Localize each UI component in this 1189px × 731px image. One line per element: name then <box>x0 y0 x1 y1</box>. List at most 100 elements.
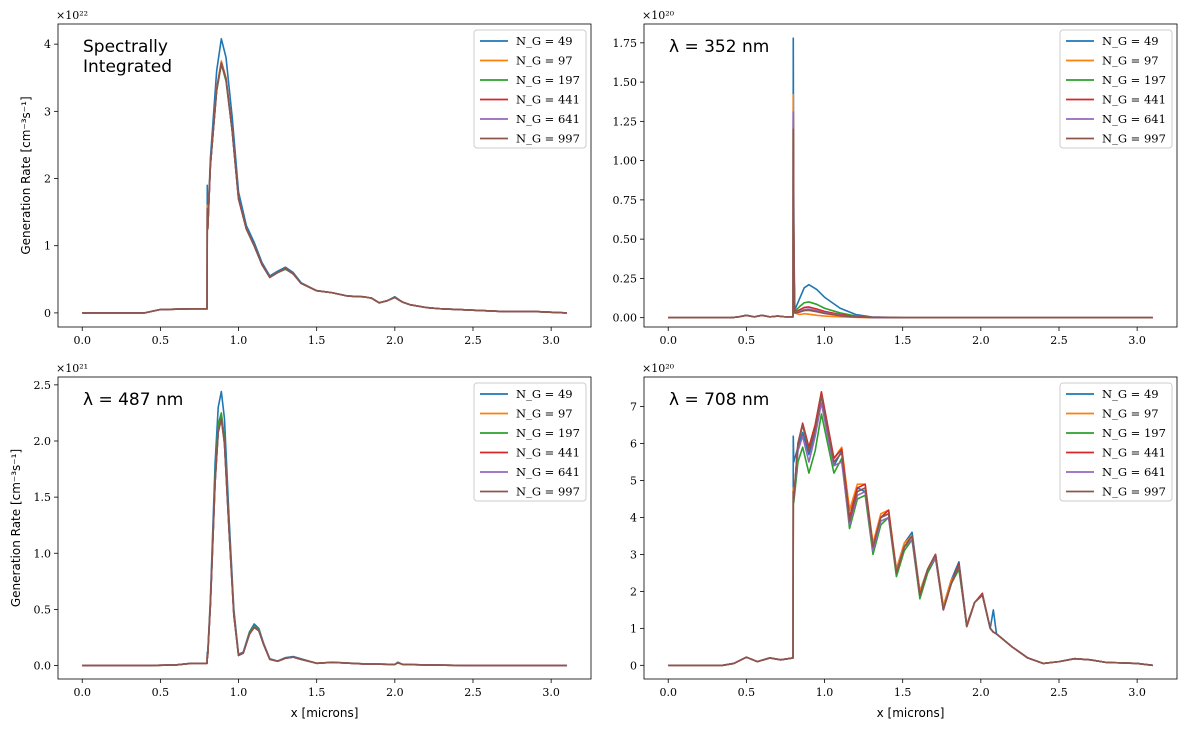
y-tick-label: 2.0 <box>34 435 52 448</box>
legend-label: N_G = 997 <box>1102 132 1166 146</box>
x-axis-label: x [microns] <box>291 706 359 720</box>
x-tick-label: 0.5 <box>152 686 170 699</box>
legend-label: N_G = 997 <box>1102 485 1166 499</box>
legend-label: N_G = 641 <box>1102 465 1166 479</box>
series-line-997 <box>668 394 1153 667</box>
panel-annotation: Integrated <box>83 57 172 77</box>
legend-label: N_G = 641 <box>516 465 580 479</box>
legend-label: N_G = 197 <box>1102 73 1166 87</box>
x-axis-label: x [microns] <box>877 706 945 720</box>
x-tick-label: 0.5 <box>738 334 756 347</box>
y-tick-label: 7 <box>630 401 637 414</box>
y-tick-label: 0 <box>630 659 637 672</box>
y-tick-label: 1 <box>630 622 637 635</box>
legend-label: N_G = 197 <box>516 426 580 440</box>
y-tick-label: 6 <box>630 438 637 451</box>
y-tick-label: 1.75 <box>613 37 638 50</box>
x-tick-label: 2.0 <box>386 686 404 699</box>
y-tick-label: 1.25 <box>613 115 638 128</box>
series-line-997 <box>668 128 1153 319</box>
y-tick-label: 2 <box>44 173 51 186</box>
legend-label: N_G = 441 <box>516 446 580 460</box>
axes-frame <box>57 23 592 328</box>
x-tick-label: 1.5 <box>308 334 326 347</box>
x-tick-label: 3.0 <box>542 686 560 699</box>
panel-annotation: λ = 708 nm <box>669 390 769 410</box>
x-tick-label: 2.0 <box>972 686 990 699</box>
y-tick-label: 0.25 <box>613 272 638 285</box>
panel-1: 0.0 0.5 1.0 1.5 2.0 2.5 3.0 0 1 2 3 4 ×10²² Spectrall… <box>19 9 592 347</box>
y-tick-label: 5 <box>630 475 637 488</box>
legend-label: N_G = 641 <box>1102 112 1166 126</box>
panel-4: 0.0 0.5 1.0 1.5 2.0 2.5 3.0 0 1 2 3 4 5 6 7 ×10²⁰ λ = 70… <box>630 362 1178 720</box>
x-tick-label: 0.5 <box>738 686 756 699</box>
x-tick-label: 2.0 <box>972 334 990 347</box>
y-tick-label: 1.00 <box>613 155 638 168</box>
x-tick-label: 0.0 <box>73 334 91 347</box>
x-tick-label: 2.5 <box>1050 334 1068 347</box>
panel-annotation: λ = 352 nm <box>669 37 769 57</box>
x-tick-label: 0.0 <box>659 334 677 347</box>
axes-frame <box>57 376 592 680</box>
y-tick-label: 3 <box>44 105 51 118</box>
legend-label: N_G = 49 <box>1102 34 1159 48</box>
x-tick-label: 1.0 <box>816 334 834 347</box>
axes-frame <box>643 376 1178 680</box>
panel-3: 0.0 0.5 1.0 1.5 2.0 2.5 3.0 0.0 0.5 1.0 1.5 2.0 2.5 ×… <box>9 362 592 720</box>
series-line-197 <box>668 120 1153 319</box>
y-tick-label: 0.5 <box>34 603 52 616</box>
legend-label: N_G = 441 <box>1102 446 1166 460</box>
y-tick-label: 2 <box>630 585 637 598</box>
legend-label: N_G = 49 <box>516 387 573 401</box>
x-tick-label: 1.5 <box>894 686 912 699</box>
x-tick-label: 3.0 <box>542 334 560 347</box>
x-tick-label: 2.5 <box>464 334 482 347</box>
y-tick-label: 0.75 <box>613 194 638 207</box>
x-tick-label: 0.0 <box>659 686 677 699</box>
y-axis-label: Generation Rate [cm⁻³s⁻¹] <box>19 96 33 254</box>
legend-label: N_G = 49 <box>1102 387 1159 401</box>
axis-multiplier: ×10²² <box>56 9 88 22</box>
legend-label: N_G = 97 <box>516 54 573 68</box>
x-tick-label: 1.0 <box>230 686 248 699</box>
y-tick-label: 0.00 <box>613 312 638 325</box>
x-tick-label: 2.5 <box>464 686 482 699</box>
legend-label: N_G = 441 <box>516 93 580 107</box>
legend-label: N_G = 49 <box>516 34 573 48</box>
legend-label: N_G = 197 <box>516 73 580 87</box>
legend-label: N_G = 997 <box>516 485 580 499</box>
x-tick-label: 1.0 <box>230 334 248 347</box>
legend-label: N_G = 197 <box>1102 426 1166 440</box>
legend-label: N_G = 441 <box>1102 93 1166 107</box>
legend-label: N_G = 641 <box>516 112 580 126</box>
x-tick-label: 2.0 <box>386 334 404 347</box>
series-line-997 <box>82 62 567 314</box>
y-tick-label: 0.0 <box>34 660 52 673</box>
y-tick-label: 1.0 <box>34 547 52 560</box>
panel-2: 0.0 0.5 1.0 1.5 2.0 2.5 3.0 0.00 0.25 0.50 0.75 1.0… <box>613 9 1178 347</box>
y-tick-label: 1.5 <box>34 491 52 504</box>
legend-label: N_G = 97 <box>516 407 573 421</box>
axis-multiplier: ×10²¹ <box>56 362 88 375</box>
y-tick-label: 0 <box>44 307 51 320</box>
y-tick-label: 1 <box>44 240 51 253</box>
y-tick-label: 2.5 <box>34 379 52 392</box>
x-tick-label: 3.0 <box>1128 686 1146 699</box>
y-tick-label: 1.50 <box>613 76 638 89</box>
axis-multiplier: ×10²⁰ <box>642 362 675 375</box>
x-tick-label: 3.0 <box>1128 334 1146 347</box>
x-tick-label: 1.5 <box>308 686 326 699</box>
legend-label: N_G = 97 <box>1102 54 1159 68</box>
y-tick-label: 4 <box>44 38 51 51</box>
axis-multiplier: ×10²⁰ <box>642 9 675 22</box>
axes-frame <box>643 23 1178 328</box>
y-tick-label: 3 <box>630 548 637 561</box>
x-tick-label: 0.0 <box>73 686 91 699</box>
series-line-997 <box>82 417 567 667</box>
x-tick-label: 0.5 <box>152 334 170 347</box>
y-tick-label: 0.50 <box>613 233 638 246</box>
legend-label: N_G = 97 <box>1102 407 1159 421</box>
y-tick-label: 4 <box>630 511 637 524</box>
y-axis-label: Generation Rate [cm⁻³s⁻¹] <box>9 449 23 607</box>
